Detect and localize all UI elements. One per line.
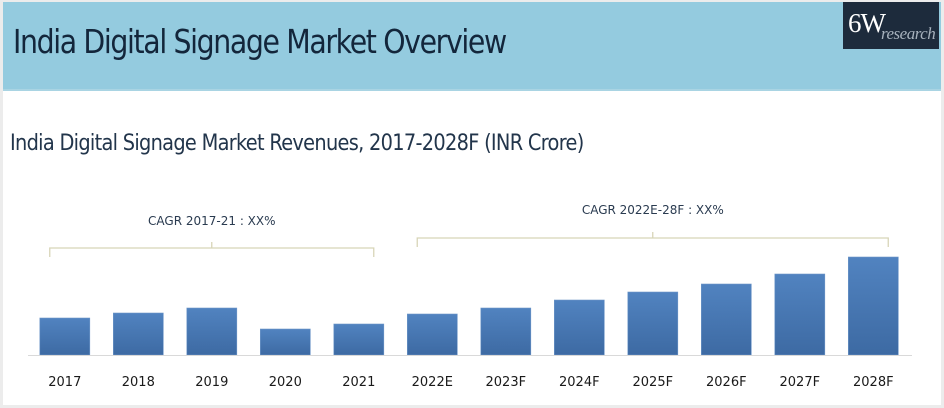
brand-logo: 6W research (843, 2, 939, 49)
bar-2027F (774, 273, 826, 356)
x-tick-label: 2022E (412, 375, 453, 390)
cagr-label: CAGR 2017-21 : XX% (148, 214, 275, 228)
cagr-brackets: CAGR 2017-21 : XX% CAGR 2022E-28F : XX% (49, 203, 889, 257)
logo-sub-text: research (881, 24, 936, 43)
logo-main-text: 6W (848, 8, 886, 38)
x-tick-label: 2025F (633, 375, 674, 390)
cagr-label: CAGR 2022E-28F : XX% (582, 203, 724, 217)
bar-2019 (186, 307, 238, 356)
bar-2021 (333, 323, 385, 356)
x-tick-labels: 2017 2018 2019 2020 2021 2022E 2023F 2024F 2025F… (48, 375, 893, 390)
bar-2017 (39, 317, 91, 356)
x-tick-label: 2027F (780, 375, 821, 390)
header-banner: India Digital Signage Market Overview (3, 2, 941, 91)
bar-2024F (553, 299, 605, 356)
bar-2025F (627, 291, 679, 356)
bar-2026F (700, 283, 752, 356)
x-tick-label: 2028F (853, 375, 894, 390)
x-tick-label: 2021 (342, 375, 375, 390)
chart-title: India Digital Signage Market Revenues, 2… (10, 131, 584, 156)
bar-2028F (847, 256, 899, 356)
cagr-bracket (416, 232, 889, 247)
bars-group (39, 256, 899, 356)
bar-2022E (406, 313, 458, 356)
x-tick-label: 2019 (195, 375, 228, 390)
bar-2020 (259, 328, 311, 356)
x-tick-label: 2024F (559, 375, 600, 390)
cagr-bracket (49, 242, 375, 257)
bar-2023F (480, 307, 532, 356)
x-tick-label: 2023F (486, 375, 527, 390)
x-tick-label: 2020 (269, 375, 302, 390)
x-tick-label: 2017 (48, 375, 81, 390)
bar-2018 (113, 312, 164, 356)
page-title: India Digital Signage Market Overview (13, 22, 507, 61)
x-tick-label: 2018 (122, 375, 155, 390)
x-tick-label: 2026F (706, 375, 747, 390)
